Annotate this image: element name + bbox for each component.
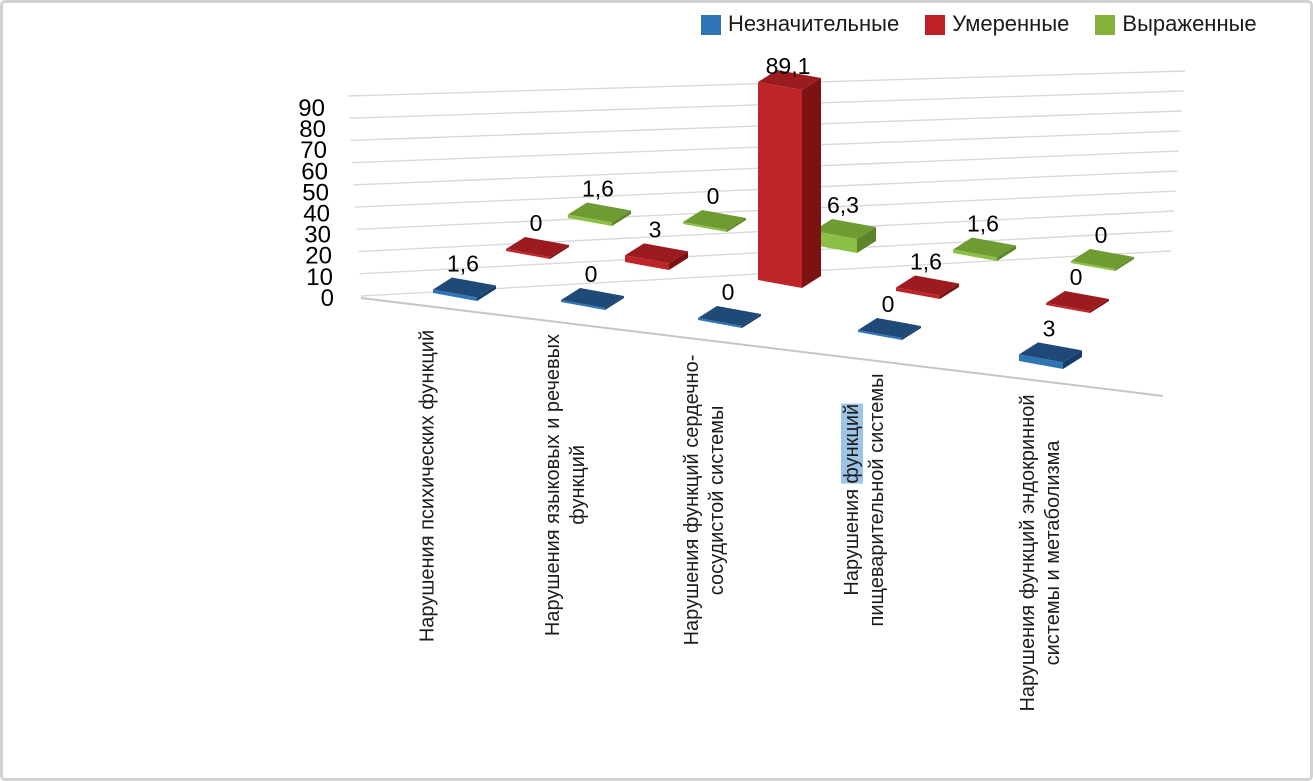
data-label: 0 [530, 210, 543, 236]
bar-Незначительные-top[interactable] [698, 306, 761, 326]
legend-label: Выраженные [1122, 11, 1257, 36]
legend-swatch-icon [925, 15, 946, 35]
bar-Незначительные-top[interactable] [1019, 342, 1082, 363]
data-label: 0 [707, 183, 720, 209]
bar-Умеренные-front[interactable] [758, 82, 802, 288]
data-label: 1,6 [967, 210, 999, 236]
bar-Выраженные-front[interactable] [1071, 261, 1115, 271]
data-label: 6,3 [827, 192, 859, 218]
bar-Выраженные-side[interactable] [857, 227, 876, 253]
bar-Незначительные-side[interactable] [1063, 350, 1082, 369]
bar-Выраженные-side[interactable] [612, 210, 631, 226]
category-label-line: Нарушения функций [841, 403, 863, 597]
value-axis-tick-label: 60 [301, 158, 328, 185]
bar-Выраженные-front[interactable] [953, 249, 997, 261]
category-label-line: сосудистой системы [706, 405, 728, 595]
data-label: 1,6 [447, 250, 479, 276]
bar-Умеренные-top[interactable] [758, 70, 821, 90]
category-label-line: функций [567, 445, 589, 525]
bar-Умеренные-top[interactable] [896, 275, 959, 296]
bar-Незначительные-side[interactable] [605, 296, 624, 310]
bar-Умеренные-side[interactable] [550, 245, 569, 259]
legend-swatch-icon [701, 15, 721, 35]
value-axis-tick-label: 90 [298, 95, 325, 122]
data-label: 0 [1070, 264, 1083, 290]
legend-item-1[interactable]: Умеренные [925, 11, 1069, 37]
bar-Умеренные-side[interactable] [940, 283, 959, 299]
bar-Незначительные-front[interactable] [698, 318, 742, 328]
bar-Умеренные-top[interactable] [506, 237, 569, 257]
bar-Умеренные-side[interactable] [669, 251, 688, 270]
category-label-2[interactable]: Нарушения функций сердечно-сосудистой си… [680, 355, 730, 646]
value-axis-tick-label: 40 [303, 201, 330, 228]
selected-text-highlight[interactable]: функций [841, 403, 863, 484]
legend-item-0[interactable]: Незначительные [701, 11, 899, 37]
category-label-0[interactable]: Нарушения психических функций [416, 330, 441, 642]
legend-label: Незначительные [728, 11, 900, 36]
bar-Умеренные-front[interactable] [625, 255, 669, 270]
bar-Умеренные-front[interactable] [896, 287, 940, 299]
data-label: 0 [1095, 222, 1108, 248]
bar-Умеренные-side[interactable] [1090, 299, 1109, 313]
bar-Незначительные-front[interactable] [1019, 354, 1063, 369]
bar-Незначительные-top[interactable] [561, 288, 624, 308]
category-axis-line [360, 297, 1164, 397]
category-label-4[interactable]: Нарушения функций эндокринной системы и м… [1016, 394, 1066, 711]
bar-Умеренные-top[interactable] [625, 243, 688, 264]
data-label: 89,1 [766, 53, 811, 79]
data-label: 3 [649, 216, 662, 242]
bar-Выраженные-side[interactable] [1115, 257, 1134, 271]
bar-Выраженные-top[interactable] [813, 219, 876, 239]
bar-Выраженные-front[interactable] [683, 222, 727, 232]
category-label-line: Нарушения психических функций [416, 329, 439, 643]
bar-Умеренные-side[interactable] [802, 78, 821, 288]
data-label: 1,6 [582, 175, 614, 201]
bar-Выраженные-top[interactable] [1071, 249, 1134, 269]
bar-Выраженные-front[interactable] [568, 214, 612, 226]
category-label-1[interactable]: Нарушения языковых и речевых функций [541, 334, 591, 636]
bar-Выраженные-front[interactable] [813, 231, 857, 253]
bar-Умеренные-top[interactable] [1046, 291, 1109, 311]
category-label-3[interactable]: Нарушения функций пищеварительной системы [840, 373, 890, 627]
value-axis-tick-label: 50 [302, 179, 329, 206]
data-label: 0 [585, 261, 598, 287]
bar-Незначительные-side[interactable] [902, 326, 921, 340]
bar-Незначительные-front[interactable] [858, 330, 902, 340]
category-label-line: Нарушения языковых и речевых [542, 333, 564, 637]
bar-Незначительные-side[interactable] [477, 285, 496, 301]
data-label: 3 [1043, 315, 1056, 341]
bar-Умеренные-front[interactable] [506, 249, 550, 259]
bar-Умеренные-front[interactable] [1046, 303, 1090, 313]
category-label-line: Нарушения функций эндокринной [1017, 394, 1039, 712]
value-axis-tick-label: 10 [306, 264, 333, 291]
legend-swatch-icon [1095, 15, 1116, 35]
bar-Незначительные-side[interactable] [742, 314, 761, 328]
bar-Незначительные-top[interactable] [433, 277, 496, 298]
data-label: 0 [882, 291, 895, 317]
legend-item-2[interactable]: Выраженные [1095, 11, 1257, 37]
legend-label: Умеренные [952, 11, 1070, 36]
data-label: 1,6 [910, 248, 942, 274]
bar-Выраженные-side[interactable] [997, 245, 1016, 261]
value-axis-tick-label: 20 [305, 243, 332, 270]
bar-Выраженные-top[interactable] [683, 210, 746, 230]
bar-Незначительные-front[interactable] [561, 300, 605, 310]
category-label-line: пищеварительной системы [866, 373, 888, 627]
bar-Выраженные-side[interactable] [727, 218, 746, 232]
bar-Выраженные-top[interactable] [953, 237, 1016, 258]
value-axis-tick-label: 30 [304, 222, 331, 249]
data-label: 0 [722, 279, 735, 305]
bar-Незначительные-front[interactable] [433, 289, 477, 301]
category-label-line: Нарушения функций сердечно- [681, 354, 703, 646]
value-axis-tick-label: 80 [299, 116, 326, 143]
category-label-line: системы и метаболизма [1042, 440, 1064, 666]
bar-Незначительные-top[interactable] [858, 318, 921, 338]
value-axis-tick-label: 70 [300, 137, 327, 164]
chart-legend: Незначительные Умеренные Выраженные [701, 11, 1257, 37]
value-axis-tick-label: 0 [321, 285, 334, 312]
bar-Выраженные-top[interactable] [568, 202, 631, 223]
